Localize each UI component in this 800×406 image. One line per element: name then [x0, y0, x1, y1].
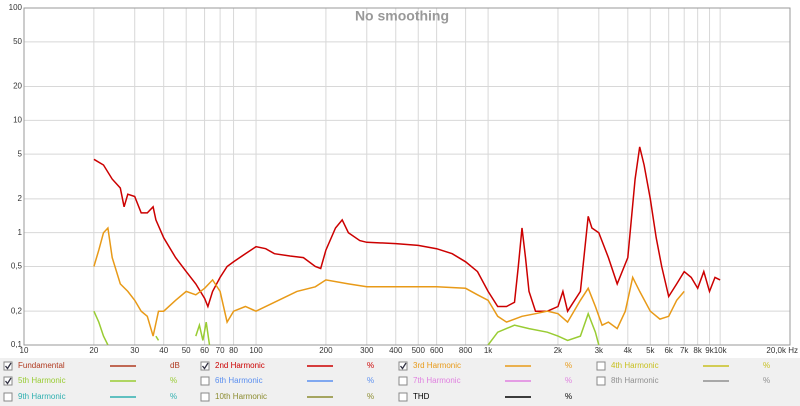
x-tick-label: 100: [249, 346, 263, 355]
series-line: [93, 226, 685, 337]
legend-checkbox[interactable]: [3, 376, 13, 386]
legend-label: 3rd Harmonic: [413, 361, 461, 370]
series-line: [93, 146, 721, 314]
plot-frame: [23, 7, 791, 346]
x-tick-label: 500: [412, 346, 426, 355]
y-tick-label: 20: [13, 82, 22, 91]
legend-unit: %: [565, 376, 572, 385]
x-tick-label: 80: [229, 346, 238, 355]
y-tick-label: 0,2: [11, 306, 23, 315]
legend-checkbox[interactable]: [398, 392, 408, 402]
x-tick-label: 200: [319, 346, 333, 355]
legend-label: 8th Harmonic: [611, 376, 659, 385]
legend-unit: %: [367, 361, 374, 370]
legend-label: 6th Harmonic: [215, 376, 263, 385]
legend-checkbox[interactable]: [3, 392, 13, 402]
legend-unit: %: [170, 392, 177, 401]
x-tick-label: 400: [389, 346, 403, 355]
x-tick-label: 5k: [646, 346, 655, 355]
y-tick-label: 0,5: [11, 262, 23, 271]
series-line: [93, 310, 600, 345]
x-tick-label: 300: [360, 346, 374, 355]
legend-label: 5th Harmonic: [18, 376, 66, 385]
x-tick-label: 60: [200, 346, 209, 355]
x-tick-label: 600: [430, 346, 444, 355]
x-tick-label: 2k: [554, 346, 563, 355]
legend-checkbox[interactable]: [3, 361, 13, 371]
legend-checkbox[interactable]: [398, 361, 408, 371]
y-tick-label: 5: [18, 149, 23, 158]
check-mark: [4, 362, 12, 370]
legend-label: 9th Harmonic: [18, 392, 66, 401]
legend-checkbox[interactable]: [398, 376, 408, 386]
x-tick-label: 30: [130, 346, 139, 355]
legend-unit: dB: [170, 361, 180, 370]
legend-label: 4th Harmonic: [611, 361, 659, 370]
legend-unit: %: [367, 392, 374, 401]
x-tick-label: 6k: [664, 346, 673, 355]
x-tick-label: 10k: [714, 346, 728, 355]
legend-label: THD: [413, 392, 430, 401]
legend-unit: %: [367, 376, 374, 385]
x-tick-label: 7k: [680, 346, 689, 355]
legend-label: 2nd Harmonic: [215, 361, 265, 370]
x-tick-label: 8k: [693, 346, 702, 355]
legend-unit: %: [763, 361, 770, 370]
x-tick-label: 20: [89, 346, 98, 355]
legend-unit: %: [565, 392, 572, 401]
x-tick-label: 50: [182, 346, 191, 355]
x-tick-label: 40: [159, 346, 168, 355]
chart-title: No smoothing: [355, 8, 449, 24]
y-tick-label: 100: [9, 3, 23, 12]
legend-label: 10th Harmonic: [215, 392, 267, 401]
x-tick-label: 800: [459, 346, 473, 355]
legend-checkbox[interactable]: [200, 376, 210, 386]
legend-checkbox[interactable]: [596, 376, 606, 386]
check-mark: [399, 362, 407, 370]
x-tick-label: 9k: [705, 346, 714, 355]
x-tick-label: 10: [20, 346, 29, 355]
legend-unit: %: [565, 361, 572, 370]
check-mark: [4, 377, 12, 385]
y-tick-label: 1: [18, 228, 23, 237]
legend-checkbox[interactable]: [596, 361, 606, 371]
legend-checkbox[interactable]: [200, 392, 210, 402]
y-tick-label: 10: [13, 115, 22, 124]
legend-unit: %: [763, 376, 770, 385]
legend-label: Fundamental: [18, 361, 65, 370]
check-mark: [201, 362, 209, 370]
y-tick-label: 50: [13, 37, 22, 46]
x-tick-label: 4k: [624, 346, 633, 355]
x-tick-label: 1k: [484, 346, 493, 355]
legend-checkbox[interactable]: [200, 361, 210, 371]
legend-label: 7th Harmonic: [413, 376, 461, 385]
x-tick-label: 3k: [595, 346, 604, 355]
x-tick-label: 20,0k Hz: [766, 346, 798, 355]
legend-unit: %: [170, 376, 177, 385]
y-tick-label: 0,1: [11, 340, 23, 349]
x-tick-label: 70: [216, 346, 225, 355]
y-tick-label: 2: [18, 194, 23, 203]
